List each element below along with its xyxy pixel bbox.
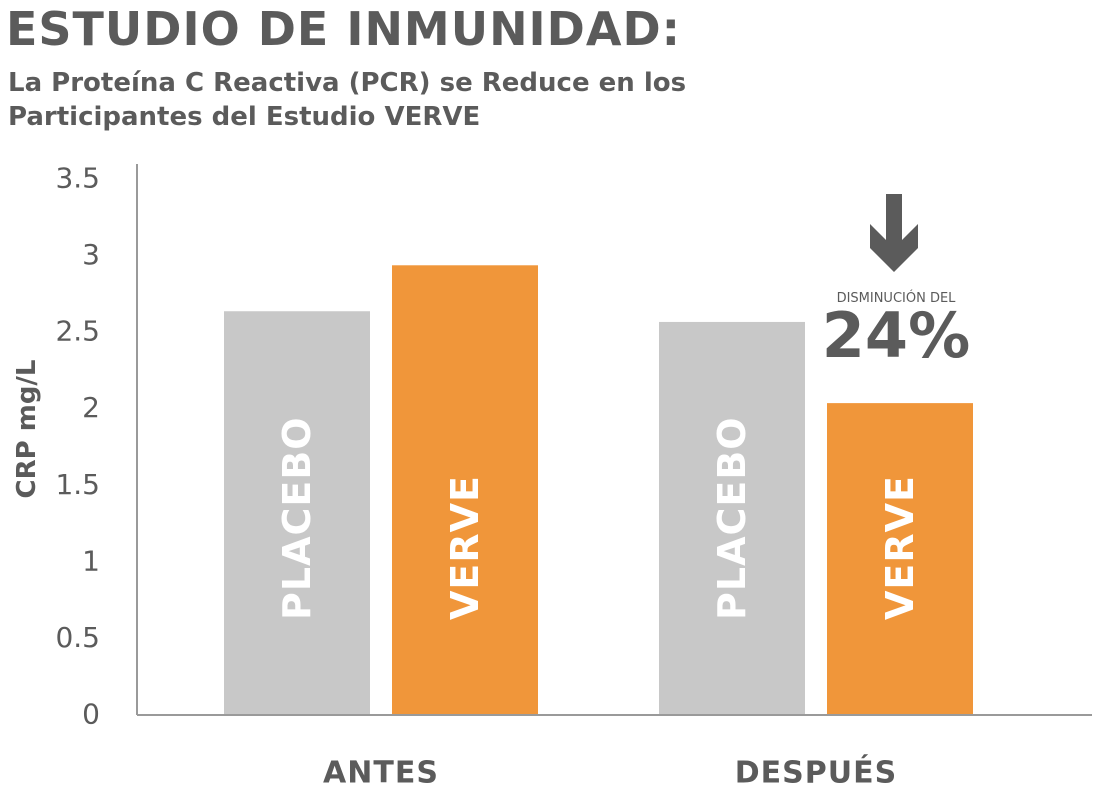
bar-placebo-antes [224, 311, 370, 714]
y-tick-label: 2 [82, 391, 100, 424]
y-axis-ticks: 0 0.5 1 1.5 2 2.5 3 3.5 [55, 162, 100, 731]
subtitle-line-2: Participantes del Estudio VERVE [8, 102, 481, 132]
bar-label: PLACEBO [275, 416, 319, 620]
bar-placebo-despues [659, 321, 805, 714]
bars: PLACEBO VERVE PLACEBO VERVE [224, 265, 973, 714]
bar-label: PLACEBO [710, 416, 754, 620]
y-tick-label: 1 [82, 544, 100, 577]
axes [136, 164, 1092, 716]
y-tick-label: 2.5 [55, 315, 100, 348]
bar-verve-antes [392, 265, 538, 714]
reduction-annotation: DISMINUCIÓN DEL 24% [822, 194, 970, 372]
y-tick-label: 3 [82, 238, 100, 271]
bar-label: VERVE [443, 475, 487, 620]
annotation-caption: DISMINUCIÓN DEL [837, 290, 957, 306]
subtitle-line-1: La Proteína C Reactiva (PCR) se Reduce e… [8, 68, 687, 98]
x-category-label: ANTES [323, 756, 439, 791]
x-axis-categories: ANTES DESPUÉS [323, 755, 897, 791]
y-tick-label: 0 [82, 698, 100, 731]
x-category-label: DESPUÉS [735, 755, 897, 791]
chart-subtitle: La Proteína C Reactiva (PCR) se Reduce e… [8, 66, 686, 134]
bar-verve-despues [827, 403, 973, 714]
chart-title: ESTUDIO DE INMUNIDAD: [6, 2, 682, 56]
y-tick-label: 1.5 [55, 468, 100, 501]
annotation-value: 24% [822, 299, 970, 372]
down-arrow-icon [870, 194, 918, 272]
bar-label: VERVE [878, 475, 922, 620]
y-axis-label: CRP mg/L [12, 360, 42, 499]
y-tick-label: 0.5 [55, 621, 100, 654]
y-tick-label: 3.5 [55, 162, 100, 195]
